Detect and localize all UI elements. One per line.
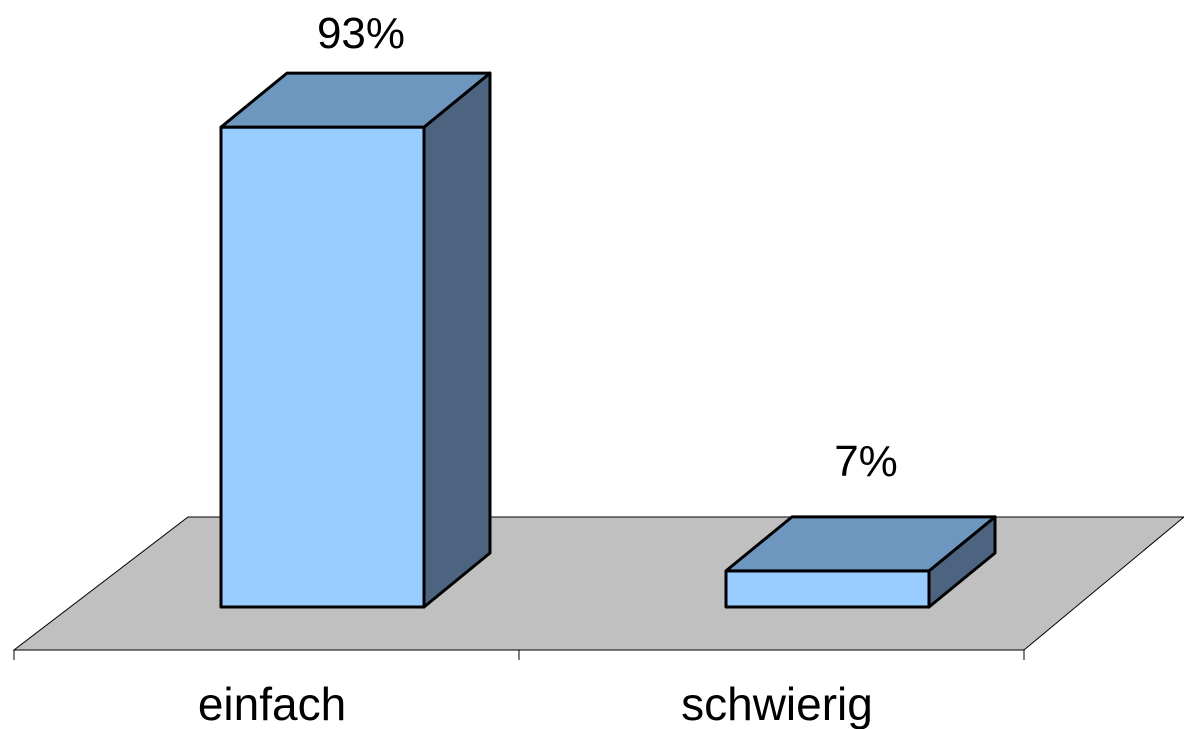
bar-einfach-side	[424, 73, 490, 607]
chart-floor	[14, 517, 1184, 650]
bar-schwierig-front	[726, 571, 929, 607]
bar-einfach-front	[221, 127, 424, 607]
category-label-schwierig: schwierig	[681, 678, 873, 729]
data-label-einfach: 93%	[317, 9, 405, 58]
data-label-schwierig: 7%	[834, 437, 898, 486]
category-label-einfach: einfach	[198, 678, 346, 729]
